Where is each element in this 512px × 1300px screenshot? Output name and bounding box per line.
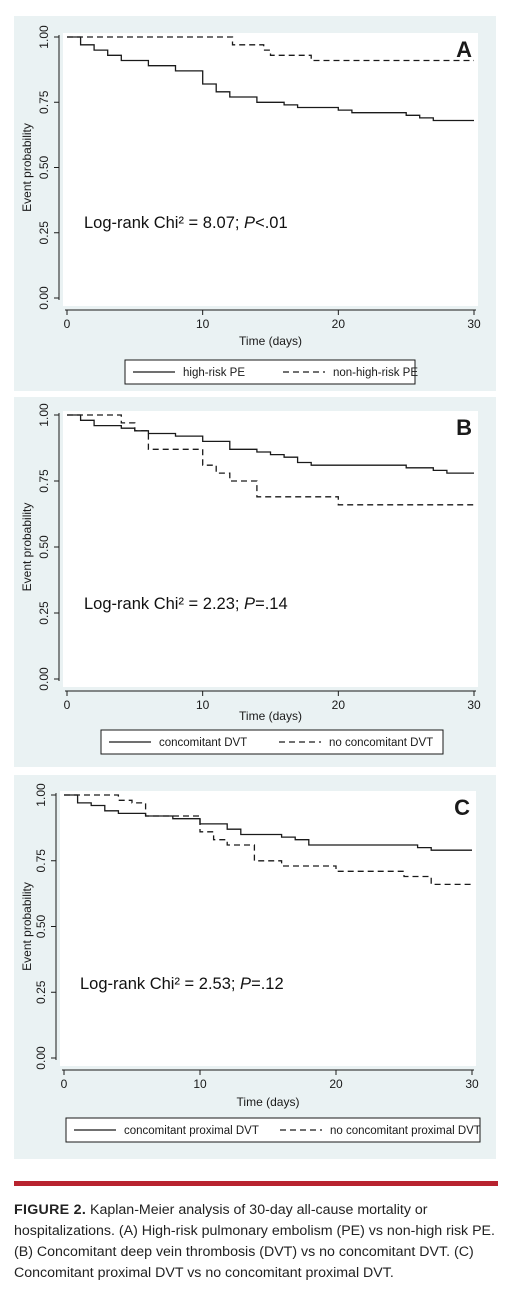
y-tick-label: 0.50: [34, 914, 48, 938]
plot-area: [63, 33, 478, 306]
logrank-annotation: Log-rank Chi² = 8.07; P<.01: [84, 214, 288, 232]
plot-area: [60, 791, 476, 1066]
annotation-p-symbol: P: [244, 595, 255, 613]
x-tick-label: 30: [467, 317, 481, 331]
caption-text: Kaplan-Meier analysis of 30-day all-caus…: [14, 1202, 495, 1281]
y-tick-label: 0.75: [34, 849, 48, 873]
y-tick-label: 0.25: [37, 221, 51, 245]
x-tick-label: 30: [465, 1077, 479, 1091]
legend: high-risk PE non-high-risk PE: [124, 359, 418, 385]
legend-label: no concomitant proximal DVT: [330, 1125, 481, 1137]
km-chart-a: 0.00 0.25 0.50 0.75 1.00 0 10 20 30 Time (days) Ev…: [20, 25, 481, 385]
x-axis-title: Time (days): [237, 1095, 300, 1109]
x-tick-label: 10: [196, 698, 210, 712]
y-tick-label: 0.25: [34, 980, 48, 1004]
x-tick-label: 30: [467, 698, 481, 712]
legend-label: concomitant DVT: [159, 737, 247, 749]
x-tick-label: 0: [61, 1077, 68, 1091]
logrank-annotation: Log-rank Chi² = 2.53; P=.12: [80, 975, 284, 993]
legend-label: concomitant proximal DVT: [124, 1125, 259, 1137]
series-line-solid: [67, 36, 474, 122]
legend: concomitant proximal DVT no concomitant p…: [65, 1117, 481, 1143]
y-axis-title: Event probability: [20, 882, 34, 971]
x-tick-label: 0: [64, 698, 71, 712]
y-axis-title: Event probability: [20, 503, 34, 592]
y-tick-label: 0.00: [37, 286, 51, 310]
y-tick-label: 1.00: [37, 403, 51, 427]
annotation-p-symbol: P: [244, 214, 255, 232]
annotation-suffix: =.12: [251, 975, 284, 993]
legend-label: no concomitant DVT: [329, 737, 433, 749]
legend: concomitant DVT no concomitant DVT: [100, 729, 444, 755]
panel-label: C: [454, 795, 470, 820]
chart-panel-a: 0.00 0.25 0.50 0.75 1.00 0 10 20 30 Time (days) Ev…: [14, 16, 496, 391]
x-tick-label: 20: [329, 1077, 343, 1091]
y-axis-title: Event probability: [20, 123, 34, 212]
legend-label: high-risk PE: [183, 367, 245, 379]
figure-caption: FIGURE 2. Kaplan-Meier analysis of 30-da…: [14, 1200, 500, 1284]
x-tick-label: 20: [332, 317, 346, 331]
logrank-annotation: Log-rank Chi² = 2.23; P=.14: [84, 595, 288, 613]
y-tick-label: 0.75: [37, 469, 51, 493]
km-chart-c: 0.00 0.25 0.50 0.75 1.00 0 10 20 30 Time (days) Ev…: [20, 783, 481, 1143]
x-tick-label: 20: [332, 698, 346, 712]
y-tick-label: 0.50: [37, 155, 51, 179]
panel-label: A: [456, 37, 472, 62]
y-tick-label: 0.75: [37, 90, 51, 114]
y-tick-label: 1.00: [34, 783, 48, 807]
series-line-solid: [67, 414, 474, 474]
y-tick-label: 0.00: [37, 667, 51, 691]
annotation-suffix: <.01: [255, 214, 288, 232]
chart-panel-b: 0.00 0.25 0.50 0.75 1.00 0 10 20 30 Time (days) Ev…: [14, 397, 496, 767]
legend-label: non-high-risk PE: [333, 367, 418, 379]
series-line-dashed: [67, 36, 474, 62]
series-line-dashed: [67, 414, 474, 506]
y-tick-label: 0.50: [37, 535, 51, 559]
chart-panel-c: 0.00 0.25 0.50 0.75 1.00 0 10 20 30 Time (days) Ev…: [14, 775, 496, 1159]
series-line-dashed: [64, 794, 472, 886]
y-tick-label: 1.00: [37, 25, 51, 49]
annotation-prefix: Log-rank Chi² = 8.07;: [84, 214, 244, 232]
x-tick-label: 10: [193, 1077, 207, 1091]
y-tick-label: 0.25: [37, 601, 51, 625]
annotation-suffix: =.14: [255, 595, 288, 613]
annotation-prefix: Log-rank Chi² = 2.53;: [80, 975, 240, 993]
caption-label: FIGURE 2.: [14, 1202, 87, 1218]
caption-divider: [14, 1181, 498, 1186]
x-axis-title: Time (days): [239, 709, 302, 723]
x-tick-label: 0: [64, 317, 71, 331]
km-chart-b: 0.00 0.25 0.50 0.75 1.00 0 10 20 30 Time (days) Ev…: [20, 403, 481, 755]
legend-box: [65, 1117, 481, 1143]
annotation-prefix: Log-rank Chi² = 2.23;: [84, 595, 244, 613]
y-tick-label: 0.00: [34, 1046, 48, 1070]
panel-label: B: [456, 415, 472, 440]
series-line-solid: [64, 794, 472, 851]
x-tick-label: 10: [196, 317, 210, 331]
legend-box: [100, 729, 444, 755]
annotation-p-symbol: P: [240, 975, 251, 993]
x-axis-title: Time (days): [239, 334, 302, 348]
plot-area: [63, 411, 478, 687]
